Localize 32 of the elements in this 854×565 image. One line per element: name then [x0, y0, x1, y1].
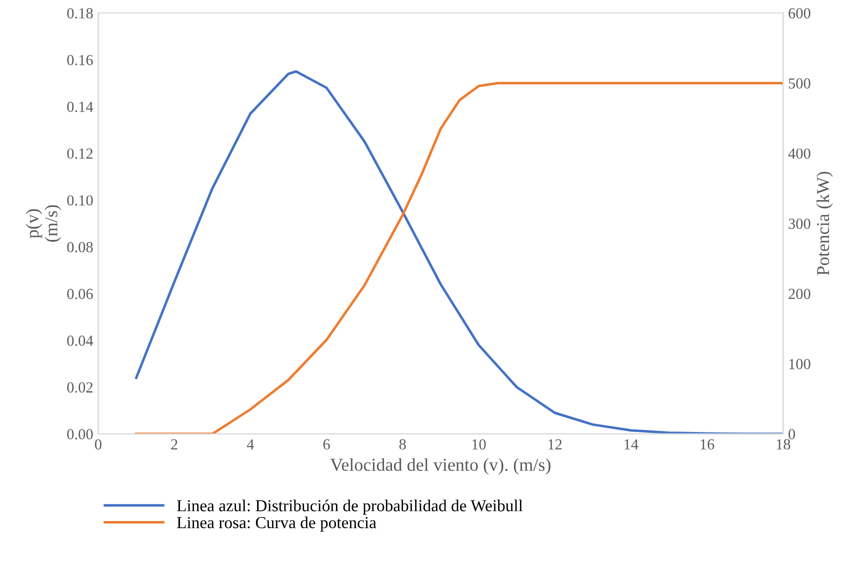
x-tick-label: 0 — [94, 439, 102, 450]
y-tick-label: 0.00 — [67, 429, 93, 440]
x-tick-label: 10 — [472, 439, 486, 450]
y-tick-label: 0.18 — [67, 8, 93, 19]
y2-tick-label: 600 — [788, 8, 810, 18]
y2-axis-title: Potencia (kW) — [816, 172, 833, 276]
legend-label: Linea rosa: Curva de potencia — [177, 516, 376, 532]
x-tick-label: 12 — [548, 439, 562, 450]
y-tick-label: 0.08 — [67, 242, 93, 252]
y-tick-label: 0.04 — [67, 336, 94, 346]
y-tick-label: 0.14 — [67, 102, 94, 112]
y2-tick-label: 200 — [788, 288, 810, 300]
y2-tick-label: 0 — [788, 429, 796, 440]
x-tick-label: 2 — [171, 439, 178, 450]
x-tick-label: 14 — [624, 439, 638, 450]
y2-tick-label: 100 — [789, 358, 810, 370]
x-tick-label: 16 — [700, 439, 714, 450]
y-tick-label: 0.10 — [67, 195, 93, 206]
y2-tick-label: 400 — [788, 148, 810, 159]
x-tick-label: 4 — [246, 439, 254, 450]
x-tick-label: 18 — [776, 439, 790, 450]
x-tick-label: 6 — [323, 439, 330, 450]
y-tick-label: 0.16 — [67, 54, 93, 66]
y-axis-title: p(v) (m/s) — [26, 205, 62, 242]
y-tick-label: 0.12 — [67, 148, 93, 159]
legend-label: Linea azul: Distribución de probabilidad de Weibull — [177, 500, 523, 515]
y-tick-label: 0.06 — [67, 288, 93, 300]
x-tick-label: 8 — [399, 439, 406, 450]
x-axis-title: Velocidad del viento (v). (m/s) — [330, 458, 550, 475]
y2-tick-label: 300 — [788, 218, 810, 229]
y2-tick-label: 500 — [788, 78, 810, 89]
y-tick-label: 0.02 — [67, 382, 93, 393]
